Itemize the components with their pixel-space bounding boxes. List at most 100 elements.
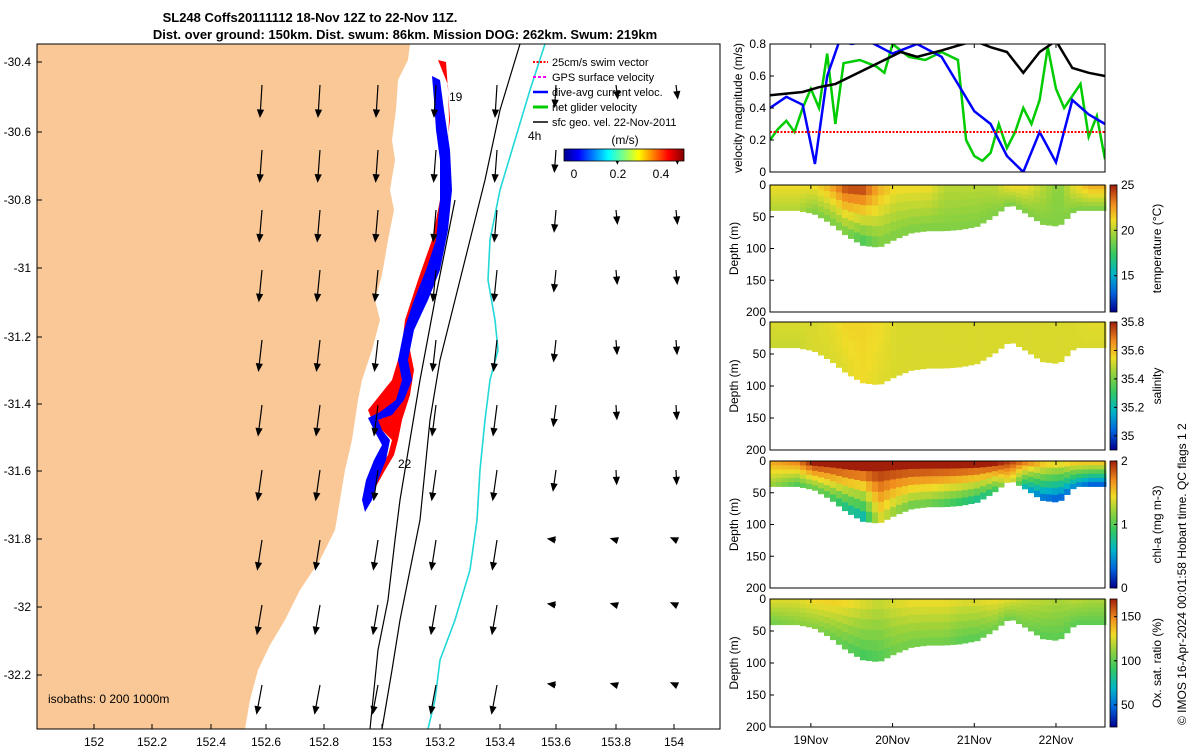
section-cell <box>1088 603 1095 609</box>
section-cell <box>806 603 813 609</box>
section-cell <box>980 216 987 224</box>
section-cell <box>1082 189 1089 194</box>
section-cell <box>1058 328 1065 336</box>
geo-velocity-arrow <box>551 84 559 109</box>
section-cell <box>1064 190 1071 197</box>
section-cell <box>890 194 897 204</box>
section-y-tick-label: 100 <box>746 518 766 532</box>
section-cell <box>932 637 939 646</box>
section-cell <box>1088 482 1095 487</box>
colorbar-tick-label: 35 <box>1121 429 1135 443</box>
section-cell <box>1004 195 1011 200</box>
section-cell <box>812 341 819 348</box>
section-cell <box>860 185 867 196</box>
geo-velocity-arrow <box>669 602 680 610</box>
section-cell <box>872 619 879 631</box>
section-cell <box>950 185 957 194</box>
section-cell <box>824 485 831 492</box>
section-cell <box>860 599 867 610</box>
velocity-y-label: velocity magnitude (m/s) <box>731 43 745 173</box>
section-cell <box>860 235 867 246</box>
geo-velocity-arrow <box>612 404 621 421</box>
geo-velocity-arrow <box>372 149 380 183</box>
map-x-tick-label: 152.4 <box>196 735 226 749</box>
section-cell <box>836 185 843 193</box>
section-cell <box>830 599 837 607</box>
geo-velocity-arrow <box>551 149 559 174</box>
section-cell <box>836 329 843 338</box>
section-cell <box>1082 611 1089 617</box>
section-cell <box>878 363 885 375</box>
section-cell <box>878 640 885 652</box>
section-cell <box>1052 205 1059 213</box>
geo-velocity-arrow <box>371 469 379 502</box>
section-cell <box>1016 477 1023 482</box>
section-cell <box>1034 466 1041 474</box>
section-cell <box>1028 471 1035 478</box>
section-cell <box>770 339 777 344</box>
section-cell <box>842 193 849 203</box>
section-cell <box>818 185 825 191</box>
map-panel: 152 152.2 152.4 152.6 152.8 153 153.2 153.4 153.… <box>4 43 721 749</box>
section-cell <box>980 191 987 199</box>
isobaths-label: isobaths: 0 200 1000m <box>48 692 169 706</box>
section-cell <box>980 473 987 481</box>
section-cell <box>830 632 837 641</box>
section-cell <box>818 477 825 484</box>
section-cell <box>1088 339 1095 344</box>
section-cell <box>956 490 963 499</box>
section-cell <box>782 206 789 211</box>
section-cell <box>980 492 987 500</box>
legend-sfc-geo: sfc geo. vel. 22-Nov-2011 <box>552 117 677 129</box>
section-cell <box>770 185 777 190</box>
section-cell <box>902 461 909 470</box>
section-cell <box>794 477 801 483</box>
section-cell <box>998 478 1005 484</box>
section-cell <box>1076 330 1083 336</box>
section-cell <box>872 322 879 333</box>
section-cell <box>848 348 855 359</box>
section-cell <box>776 620 783 626</box>
section-cell <box>842 623 849 633</box>
section-cell <box>806 617 813 623</box>
section-cell <box>932 223 939 232</box>
section-cell <box>1010 616 1017 621</box>
section-cell <box>848 478 855 489</box>
section-cell <box>914 353 921 363</box>
section-cell <box>932 215 939 224</box>
section-cell <box>1028 190 1035 197</box>
section-cell <box>1076 603 1083 609</box>
section-cell <box>1100 603 1107 609</box>
section-cell <box>848 330 855 341</box>
section-y-tick-label: 150 <box>746 411 766 425</box>
section-cell <box>938 599 945 608</box>
section-cell <box>974 322 981 330</box>
section-cell <box>908 639 915 648</box>
section-cell <box>1070 465 1077 471</box>
section-cell <box>842 607 849 617</box>
section-cell <box>974 461 981 469</box>
section-cell <box>818 327 825 334</box>
section-cell <box>800 478 807 484</box>
geo-velocity-arrow <box>491 209 499 243</box>
colorbar-tick-label: 150 <box>1121 610 1141 624</box>
section-cell <box>914 224 921 233</box>
section-cell <box>938 192 945 201</box>
section-cell <box>956 214 963 223</box>
colorbar-tick-1: 0.2 <box>610 167 627 181</box>
section-cell <box>938 614 945 623</box>
velocity-y-tick-label: 0.4 <box>749 101 766 115</box>
section-cell <box>974 191 981 200</box>
section-cell <box>1010 461 1017 465</box>
section-cell <box>818 620 825 627</box>
section-cell <box>854 360 861 371</box>
section-cell <box>974 205 981 214</box>
map-y-tick-label: -32 <box>14 600 32 614</box>
section-cell <box>950 476 957 485</box>
section-cell <box>860 639 867 651</box>
section-cell <box>1070 479 1077 485</box>
section-cell <box>1022 613 1029 619</box>
section-cell <box>1076 620 1083 626</box>
section-cell <box>1064 472 1071 479</box>
section-cell <box>812 485 819 491</box>
